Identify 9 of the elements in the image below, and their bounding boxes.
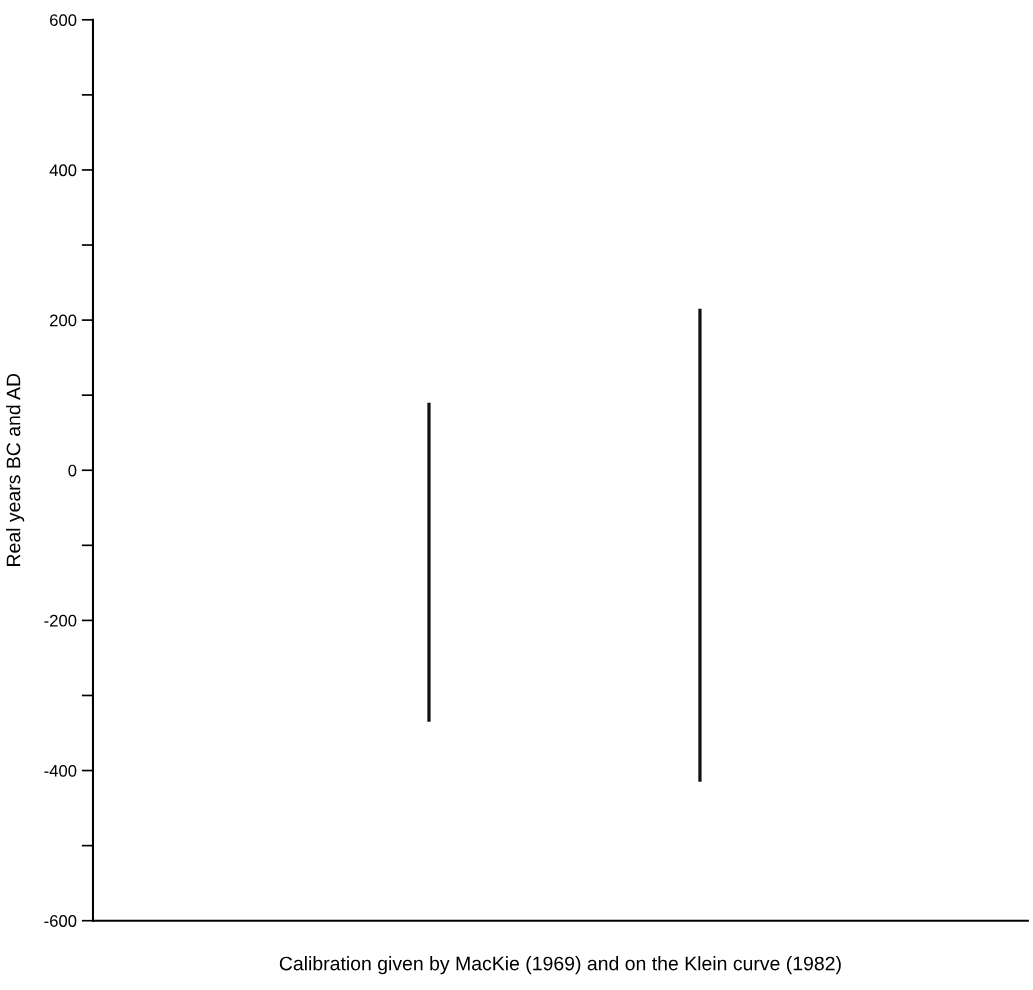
y-tick-label: -600	[44, 915, 77, 927]
y-tick-label: 0	[68, 464, 77, 477]
y-tick-label: -200	[44, 614, 77, 627]
y-tick-label: -400	[44, 764, 77, 777]
y-tick-label: 400	[49, 164, 77, 177]
y-tick-label: 600	[50, 14, 77, 26]
y-axis-title: Real years BC and AD	[6, 373, 25, 566]
y-tick-label: 200	[50, 314, 77, 327]
x-axis-title: Calibration given by MacKie (1969) and on the Klein curve (1982)	[279, 956, 841, 975]
